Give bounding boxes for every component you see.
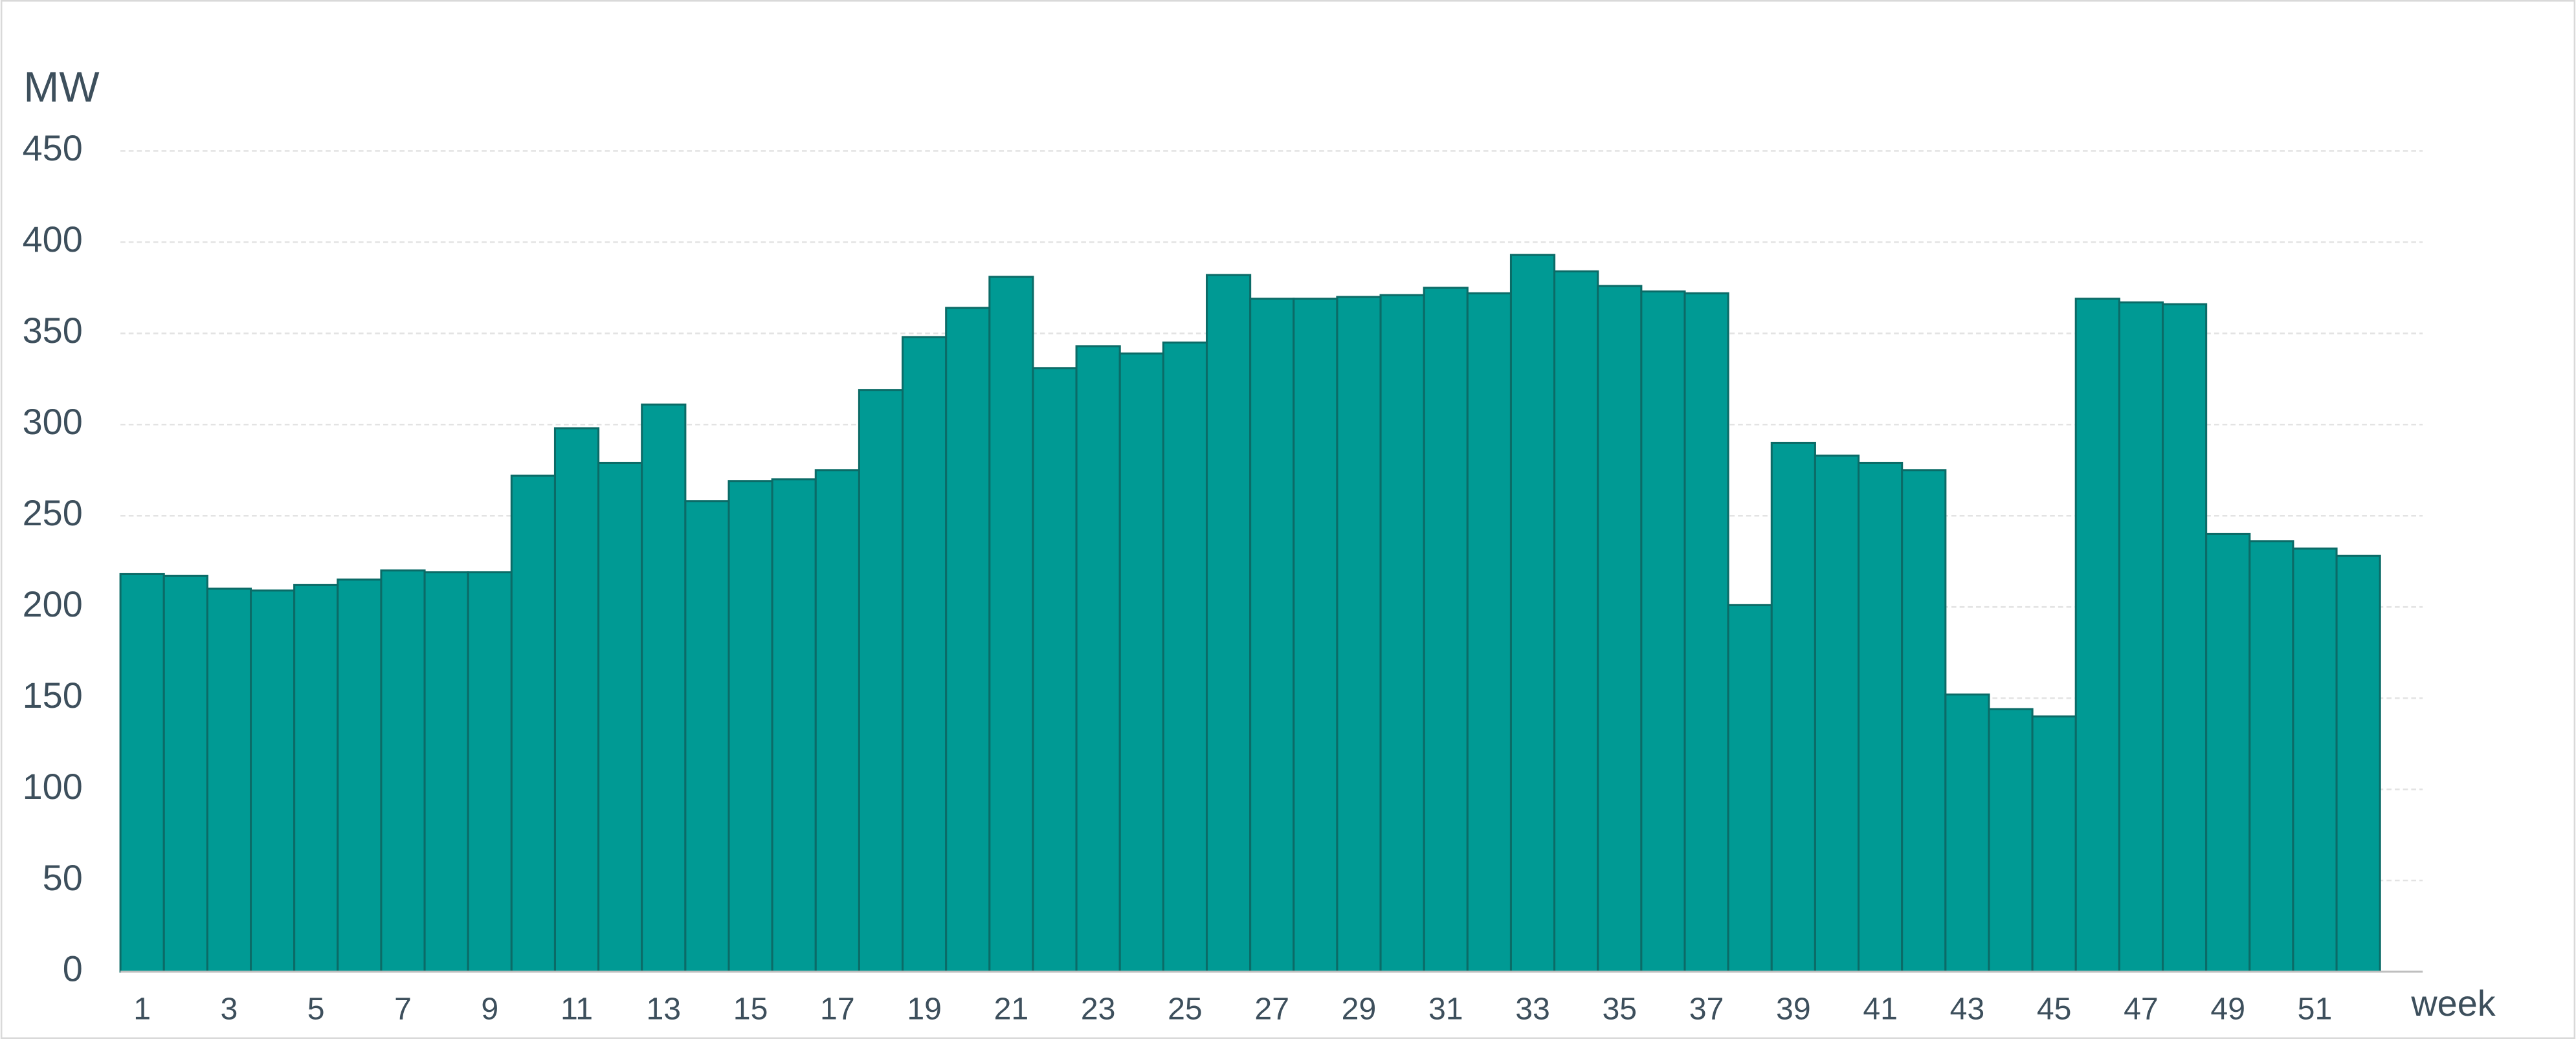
bar: [1379, 294, 1425, 973]
x-tick-label: 17: [820, 992, 855, 1027]
x-tick-label: 47: [2124, 992, 2159, 1027]
bar: [1075, 345, 1121, 973]
x-tick-label: 15: [733, 992, 768, 1027]
bar: [2074, 298, 2120, 973]
y-tick-label: 450: [23, 127, 83, 168]
bar: [1770, 441, 1816, 973]
x-tick-label: 51: [2298, 992, 2333, 1027]
y-axis-label: MW: [23, 63, 100, 111]
x-tick-label: 29: [1342, 992, 1377, 1027]
x-tick-label: 27: [1254, 992, 1289, 1027]
bar: [945, 307, 991, 973]
y-tick-label: 200: [23, 584, 83, 624]
bar: [162, 574, 208, 973]
bar: [1509, 254, 1556, 973]
bar: [1249, 298, 1295, 973]
x-tick-label: 25: [1168, 992, 1203, 1027]
bar: [902, 336, 948, 973]
x-tick-label: 9: [481, 992, 498, 1027]
x-tick-label: 5: [307, 992, 325, 1027]
bar: [1858, 461, 1904, 973]
y-tick-label: 150: [23, 675, 83, 716]
bar: [597, 461, 643, 973]
bar: [337, 578, 383, 973]
y-tick-label: 400: [23, 219, 83, 259]
bar: [423, 571, 469, 973]
bar: [553, 427, 600, 973]
bar: [380, 569, 426, 973]
x-tick-label: 1: [133, 992, 151, 1027]
y-tick-label: 50: [43, 857, 83, 898]
bar: [467, 571, 513, 973]
bar: [684, 500, 730, 973]
x-tick-label: 35: [1602, 992, 1637, 1027]
x-tick-label: 19: [907, 992, 942, 1027]
bar: [2248, 540, 2294, 973]
x-tick-label: 3: [221, 992, 238, 1027]
x-axis-label: week: [2410, 983, 2495, 1023]
bar: [1727, 604, 1773, 973]
bar: [1118, 352, 1164, 973]
bar: [1640, 290, 1686, 973]
bar: [119, 573, 165, 973]
bar: [1944, 693, 1990, 973]
bar: [1901, 469, 1947, 973]
x-tick-label: 33: [1515, 992, 1550, 1027]
x-tick-label: 21: [994, 992, 1029, 1027]
x-tick-label: 31: [1428, 992, 1463, 1027]
bar: [1293, 298, 1338, 973]
x-tick-label: 37: [1689, 992, 1724, 1027]
bar: [1336, 296, 1382, 973]
x-tick-label: 23: [1081, 992, 1116, 1027]
x-tick-label: 45: [2037, 992, 2072, 1027]
bar: [1814, 454, 1860, 973]
bar: [1553, 270, 1599, 973]
bar: [249, 589, 296, 973]
x-tick-label: 49: [2210, 992, 2245, 1027]
y-tick-label: 100: [23, 766, 83, 807]
bar: [814, 469, 860, 973]
bar: [771, 478, 817, 973]
bar: [1423, 287, 1469, 973]
y-tick-label: 300: [23, 401, 83, 442]
x-tick-label: 13: [647, 992, 682, 1027]
y-tick-label: 250: [23, 492, 83, 533]
x-tick-label: 41: [1863, 992, 1898, 1027]
bar: [1205, 274, 1252, 973]
bar: [1032, 367, 1078, 973]
bar: [1466, 292, 1512, 973]
bar: [206, 587, 252, 973]
x-tick-label: 43: [1950, 992, 1985, 1027]
y-tick-label: 350: [23, 310, 83, 351]
x-tick-label: 39: [1776, 992, 1811, 1027]
bar: [1597, 285, 1643, 973]
x-tick-label: 7: [394, 992, 412, 1027]
bar: [2292, 547, 2338, 973]
y-tick-label: 0: [63, 948, 83, 989]
bar: [1683, 292, 1729, 973]
bar: [1988, 708, 2034, 973]
bar: [1162, 341, 1208, 973]
bar: [293, 584, 339, 973]
bar: [727, 480, 773, 973]
bar: [988, 276, 1034, 973]
bar: [858, 389, 904, 973]
x-tick-label: 11: [561, 992, 593, 1027]
bar: [2118, 301, 2164, 973]
bar: [641, 403, 687, 973]
bar: [2335, 554, 2381, 973]
bar: [2205, 532, 2251, 973]
bar: [2161, 303, 2208, 973]
bar: [510, 474, 556, 973]
bar: [2031, 715, 2077, 973]
